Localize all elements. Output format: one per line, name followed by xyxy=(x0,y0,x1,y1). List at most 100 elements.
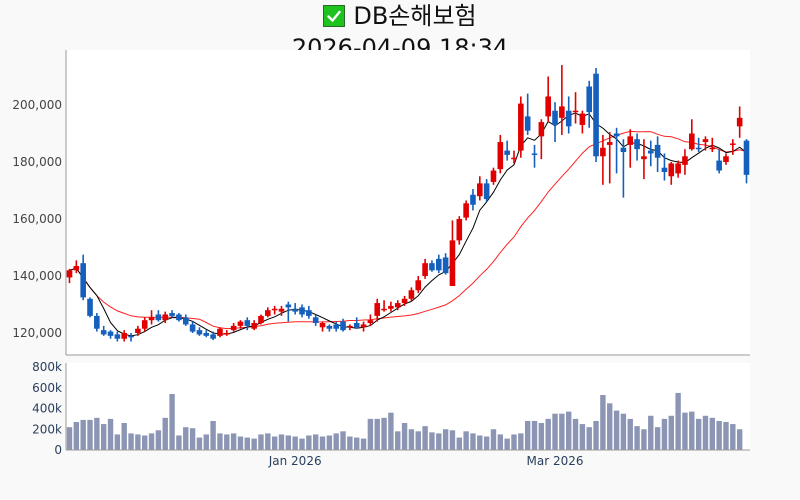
candle-down xyxy=(565,110,572,127)
volume-bar xyxy=(162,417,168,450)
volume-bar xyxy=(415,431,421,450)
candle-down xyxy=(743,140,750,175)
candle-up xyxy=(73,266,80,271)
candle-up xyxy=(381,308,387,311)
volume-bar xyxy=(203,434,209,450)
volume-bar xyxy=(292,436,298,450)
volume-bar xyxy=(80,419,86,450)
candle-down xyxy=(593,73,599,157)
candle-up xyxy=(736,117,743,127)
volume-bar xyxy=(736,429,743,450)
volume-bar xyxy=(586,427,592,450)
candle-down xyxy=(634,139,640,150)
candle-up xyxy=(579,113,586,125)
volume-bar xyxy=(408,429,415,450)
candle-up xyxy=(456,219,463,241)
volume-bar xyxy=(648,415,654,450)
volume-bar xyxy=(107,418,114,450)
candle-down xyxy=(306,310,312,316)
candle-up xyxy=(265,310,271,316)
candle-down xyxy=(94,315,100,329)
candle-down xyxy=(203,333,210,336)
candle-up xyxy=(497,142,504,170)
volume-bar xyxy=(66,427,73,450)
volume-bar xyxy=(128,433,134,450)
candle-down xyxy=(435,258,442,271)
candle-up xyxy=(271,308,278,311)
candle-up xyxy=(141,320,148,329)
volume-bar xyxy=(367,418,374,450)
volume-bar xyxy=(579,424,586,450)
candle-down xyxy=(299,307,305,315)
candle-up xyxy=(223,333,230,335)
volume-bar xyxy=(340,431,346,450)
candle-down xyxy=(442,257,449,274)
candle-down xyxy=(155,314,162,321)
candle-down xyxy=(470,194,476,205)
volume-bar xyxy=(244,437,250,450)
candle-up xyxy=(627,136,634,145)
volume-bar xyxy=(73,421,80,450)
candle-up xyxy=(518,103,524,151)
volume-bar xyxy=(121,423,127,450)
candle-up xyxy=(641,156,647,160)
candle-down xyxy=(107,331,114,336)
candle-down xyxy=(244,320,251,326)
volume-bar xyxy=(668,415,674,450)
volume-bar xyxy=(463,431,469,450)
candle-up xyxy=(162,314,169,321)
candle-up xyxy=(347,325,353,328)
candle-up xyxy=(148,317,155,321)
volume-bar xyxy=(504,438,510,450)
candle-up xyxy=(135,328,141,333)
volume-bar xyxy=(730,424,736,450)
volume-bar xyxy=(100,424,107,450)
price-tick-label: 160,000 xyxy=(12,212,62,226)
candle-up xyxy=(230,325,237,331)
volume-bar xyxy=(511,434,517,450)
volume-bar xyxy=(278,434,285,450)
volume-bar xyxy=(518,433,524,450)
price-tick-label: 140,000 xyxy=(12,269,62,283)
candle-down xyxy=(87,298,93,316)
candle-up xyxy=(217,328,223,336)
candle-down xyxy=(429,263,435,271)
candle-up xyxy=(237,321,244,326)
volume-bar xyxy=(189,428,196,450)
volume-bar xyxy=(306,435,312,450)
candle-down xyxy=(695,147,702,150)
volume-bar xyxy=(224,434,230,450)
volume-bar xyxy=(312,434,319,450)
ma-long-line xyxy=(69,130,747,330)
candle-up xyxy=(490,170,497,182)
candle-up xyxy=(559,106,565,118)
volume-tick-label: 200k xyxy=(32,422,62,436)
volume-bar xyxy=(142,435,148,450)
volume-plot-area[interactable] xyxy=(66,363,750,450)
volume-bar xyxy=(354,437,360,450)
volume-bar xyxy=(538,423,545,450)
volume-bar xyxy=(490,429,497,450)
candle-down xyxy=(128,335,134,338)
volume-bar xyxy=(477,435,483,450)
candle-down xyxy=(169,313,175,316)
volume-bar xyxy=(470,433,476,450)
candle-up xyxy=(572,110,579,113)
candle-up xyxy=(422,263,428,276)
x-tick-label: Jan 2026 xyxy=(268,454,322,468)
volume-bar xyxy=(497,434,504,450)
volume-bar xyxy=(210,420,216,450)
candle-up xyxy=(415,280,422,291)
volume-bars xyxy=(66,392,743,450)
price-plot-area[interactable] xyxy=(66,50,750,355)
volume-bar xyxy=(285,435,292,450)
volume-bar xyxy=(689,411,695,450)
volume-bar xyxy=(524,420,531,450)
volume-bar xyxy=(258,434,264,450)
volume-bar xyxy=(723,421,729,450)
candle-up xyxy=(723,156,729,162)
candle-down xyxy=(531,153,538,155)
volume-bar xyxy=(347,436,353,450)
check-mark-icon xyxy=(323,5,346,27)
